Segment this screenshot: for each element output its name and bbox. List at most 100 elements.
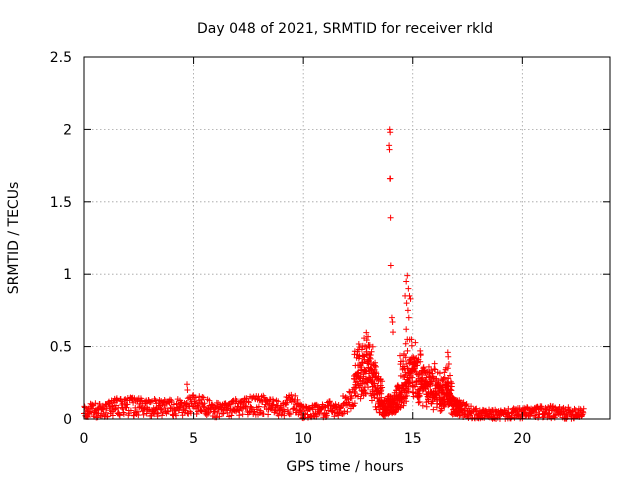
data-point	[436, 370, 443, 377]
data-point	[463, 400, 470, 407]
data-point	[357, 395, 364, 402]
data-point	[214, 410, 221, 417]
data-point	[102, 409, 109, 416]
data-point	[287, 410, 294, 417]
data-point	[430, 406, 437, 413]
data-point	[176, 404, 183, 411]
data-point	[124, 401, 131, 408]
x-tick-label: 15	[404, 431, 422, 447]
data-point	[161, 402, 168, 409]
data-point	[445, 353, 452, 360]
data-point	[387, 129, 394, 136]
data-point	[407, 295, 414, 302]
data-point	[402, 340, 409, 347]
data-point	[388, 314, 395, 321]
data-point	[275, 398, 282, 405]
data-point	[386, 146, 393, 153]
data-point	[445, 360, 452, 367]
x-tick-label: 20	[513, 431, 531, 447]
data-point	[155, 410, 162, 417]
y-tick-label: 2.5	[50, 50, 72, 66]
data-point	[187, 410, 194, 417]
data-point	[141, 405, 148, 412]
data-point	[130, 399, 137, 406]
data-point	[363, 337, 370, 344]
data-point	[196, 393, 203, 400]
data-point	[159, 409, 166, 416]
y-tick-label: 2	[63, 122, 72, 138]
data-point	[414, 359, 421, 366]
data-point	[335, 412, 342, 419]
data-point	[416, 393, 423, 400]
y-tick-label: 0	[63, 412, 72, 428]
data-point	[193, 411, 200, 418]
plot-frame	[83, 56, 611, 420]
data-point	[370, 360, 377, 367]
data-point	[199, 394, 206, 401]
data-point	[321, 404, 328, 411]
data-point	[173, 412, 180, 419]
x-axis-label: GPS time / hours	[286, 459, 403, 475]
data-point	[406, 292, 413, 299]
data-point	[379, 384, 386, 391]
data-point	[459, 400, 466, 407]
data-point	[227, 401, 234, 408]
data-point	[404, 336, 411, 343]
data-point	[389, 318, 396, 325]
data-point	[462, 401, 469, 408]
data-point	[245, 399, 252, 406]
data-point	[288, 391, 295, 398]
data-point	[192, 394, 199, 401]
data-point	[165, 408, 172, 415]
data-points	[81, 126, 587, 422]
data-point	[369, 343, 376, 350]
data-point	[363, 329, 370, 336]
data-point	[532, 409, 539, 416]
data-point	[448, 380, 455, 387]
data-point	[200, 394, 207, 401]
data-point	[405, 388, 412, 395]
data-point	[281, 408, 288, 415]
data-point	[416, 398, 423, 405]
data-point	[351, 400, 358, 407]
data-point	[161, 397, 168, 404]
data-point	[438, 407, 445, 414]
data-point	[178, 399, 185, 406]
data-point	[447, 386, 454, 393]
data-point	[447, 372, 454, 379]
data-point	[255, 403, 262, 410]
data-point	[365, 333, 372, 340]
data-point	[295, 411, 302, 418]
data-point	[143, 410, 150, 417]
data-point	[361, 356, 368, 363]
data-point	[403, 300, 410, 307]
data-point	[354, 378, 361, 385]
data-point	[444, 365, 451, 372]
data-point	[419, 402, 426, 409]
data-point	[417, 358, 424, 365]
data-point	[238, 405, 245, 412]
data-point	[417, 351, 424, 358]
data-point	[355, 340, 362, 347]
data-point	[415, 399, 422, 406]
data-point	[580, 405, 587, 412]
data-point	[432, 366, 439, 373]
data-point	[408, 342, 415, 349]
data-point	[363, 345, 370, 352]
data-point	[358, 346, 365, 353]
data-point	[431, 360, 438, 367]
y-tick-label: 0.5	[50, 340, 72, 356]
data-point	[184, 387, 191, 394]
chart-title: Day 048 of 2021, SRMTID for receiver rkl…	[197, 21, 493, 37]
data-point	[120, 411, 127, 418]
data-point	[359, 377, 366, 384]
data-point	[151, 411, 158, 418]
data-point	[92, 400, 99, 407]
data-point	[412, 339, 419, 346]
data-point	[366, 341, 373, 348]
x-tick-label: 0	[80, 431, 89, 447]
data-point	[407, 358, 414, 365]
x-tick-label: 5	[189, 431, 198, 447]
data-point	[373, 370, 380, 377]
